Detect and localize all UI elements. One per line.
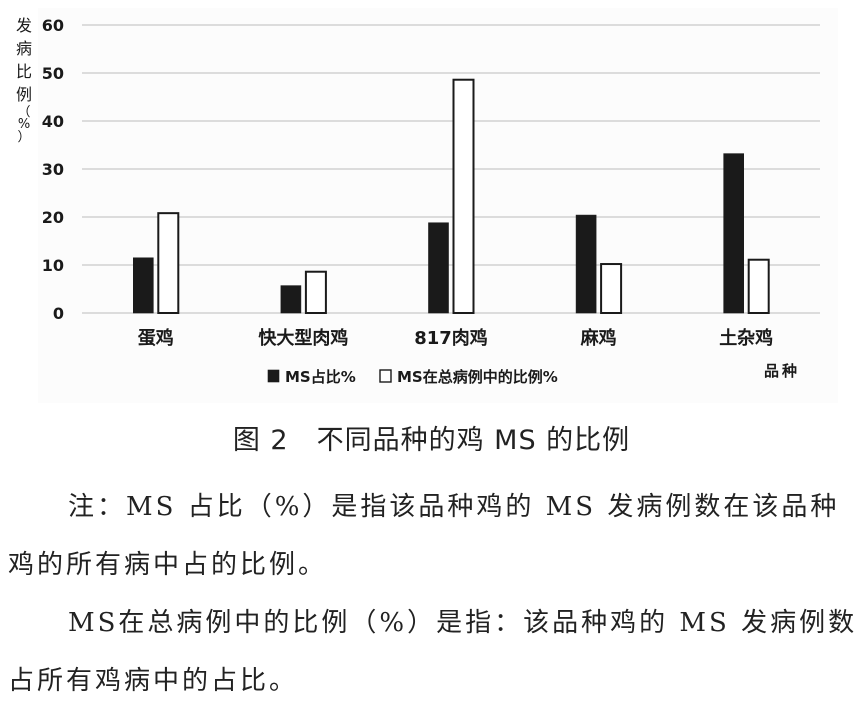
bar-ms-total-share: [452, 78, 475, 314]
y-tick-label: 60: [42, 16, 64, 35]
bar-ms-total-share: [157, 212, 180, 314]
bar-ms-share: [723, 153, 745, 314]
y-tick-label: 40: [42, 112, 64, 131]
y-label-char: 发: [16, 16, 32, 35]
bar-ms-share: [575, 214, 597, 314]
y-label-char: %: [18, 117, 30, 132]
x-tick-label: 土杂鸡: [719, 327, 773, 349]
legend: MS占比% MS在总病例中的比例%: [267, 368, 558, 386]
bars: [133, 78, 770, 315]
y-axis-ticks: 0 10 20 30 40 50 60: [42, 16, 64, 323]
gridlines: [82, 24, 820, 314]
y-label-char: 病: [16, 39, 32, 58]
y-label-char: 比: [16, 62, 32, 81]
legend-label: MS在总病例中的比例%: [397, 368, 558, 386]
chart-background: [38, 8, 838, 403]
legend-swatch: [379, 369, 392, 383]
y-tick-label: 50: [42, 64, 64, 83]
bar-ms-total-share: [600, 263, 623, 315]
x-axis-label: 品种: [764, 362, 800, 380]
figure-caption: 图 2 不同品种的鸡 MS 的比例: [232, 425, 631, 456]
y-tick-label: 10: [42, 256, 64, 275]
y-label-char: 例: [16, 85, 32, 104]
legend-label: MS占比%: [285, 368, 356, 386]
note-1-text: 注：MS 占比（%）是指该品种鸡的 MS 发病例数在该品种鸡的所有病中占的比例。: [8, 492, 840, 580]
bar-ms-share: [280, 285, 302, 314]
x-axis-ticks: 蛋鸡 快大型肉鸡 817肉鸡 麻鸡 土杂鸡: [138, 327, 773, 349]
bar-ms-total-share: [304, 270, 327, 314]
y-label-char: ）: [17, 130, 30, 145]
x-tick-label: 快大型肉鸡: [258, 327, 348, 349]
bar-ms-total-share: [747, 258, 770, 314]
x-tick-label: 817肉鸡: [414, 327, 488, 349]
note-1: 注：MS 占比（%）是指该品种鸡的 MS 发病例数在该品种鸡的所有病中占的比例。: [8, 478, 858, 594]
bar-ms-share: [428, 222, 449, 314]
y-label-char: （: [17, 105, 30, 120]
y-tick-label: 20: [42, 208, 64, 227]
legend-swatch: [267, 369, 280, 383]
x-tick-label: 麻鸡: [580, 327, 617, 349]
bar-ms-share: [133, 257, 154, 314]
y-tick-label: 0: [53, 304, 64, 323]
y-tick-label: 30: [42, 160, 64, 179]
note-2: MS在总病例中的比例（%）是指：该品种鸡的 MS 发病例数占所有鸡病中的占比。: [8, 594, 858, 710]
x-tick-label: 蛋鸡: [138, 327, 174, 349]
note-2-text: MS在总病例中的比例（%）是指：该品种鸡的 MS 发病例数占所有鸡病中的占比。: [8, 608, 858, 696]
